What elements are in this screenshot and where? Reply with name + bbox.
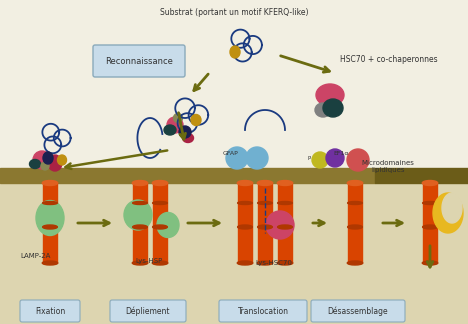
Bar <box>153 183 167 263</box>
Text: Reconnaissance: Reconnaissance <box>105 56 173 65</box>
Polygon shape <box>433 193 463 233</box>
Ellipse shape <box>42 180 58 186</box>
Ellipse shape <box>347 261 363 265</box>
Ellipse shape <box>152 180 168 186</box>
Ellipse shape <box>42 261 58 265</box>
Ellipse shape <box>312 152 328 168</box>
Ellipse shape <box>33 151 51 169</box>
Ellipse shape <box>174 113 183 122</box>
Ellipse shape <box>43 202 58 204</box>
Ellipse shape <box>132 202 147 204</box>
Ellipse shape <box>124 200 152 230</box>
Text: Translocation: Translocation <box>237 307 288 316</box>
Text: P: P <box>307 156 310 161</box>
Ellipse shape <box>257 180 273 186</box>
Ellipse shape <box>132 261 148 265</box>
Ellipse shape <box>278 261 292 265</box>
Ellipse shape <box>152 261 168 265</box>
Ellipse shape <box>43 225 58 229</box>
Ellipse shape <box>258 202 272 204</box>
Ellipse shape <box>278 180 292 186</box>
Ellipse shape <box>246 147 268 169</box>
FancyBboxPatch shape <box>311 300 405 322</box>
Bar <box>423 183 437 263</box>
Ellipse shape <box>237 261 253 265</box>
Ellipse shape <box>422 261 438 265</box>
Ellipse shape <box>157 213 179 237</box>
Ellipse shape <box>183 133 193 143</box>
Ellipse shape <box>153 225 168 229</box>
Ellipse shape <box>132 225 147 229</box>
Ellipse shape <box>266 211 294 239</box>
Text: Microdomaines
lipidiques: Microdomaines lipidiques <box>362 160 415 173</box>
FancyBboxPatch shape <box>110 300 186 322</box>
Bar <box>0 183 468 324</box>
Text: Substrat (portant un motif KFERQ-like): Substrat (portant un motif KFERQ-like) <box>160 8 308 17</box>
Ellipse shape <box>238 202 252 204</box>
Ellipse shape <box>36 201 64 236</box>
Text: Fixation: Fixation <box>35 307 65 316</box>
Bar <box>238 183 252 263</box>
Polygon shape <box>442 193 462 223</box>
Ellipse shape <box>132 180 148 186</box>
Ellipse shape <box>423 202 438 204</box>
Ellipse shape <box>257 261 273 265</box>
Ellipse shape <box>422 180 438 186</box>
Bar <box>43 183 57 263</box>
Ellipse shape <box>347 149 369 171</box>
Text: Lys-HSP: Lys-HSP <box>135 258 162 264</box>
Bar <box>348 183 362 263</box>
Text: Lys-HSC70: Lys-HSC70 <box>255 260 292 266</box>
Ellipse shape <box>348 202 362 204</box>
Ellipse shape <box>315 103 331 117</box>
Ellipse shape <box>230 46 240 58</box>
Ellipse shape <box>326 149 344 167</box>
Ellipse shape <box>278 225 292 229</box>
Ellipse shape <box>348 225 362 229</box>
Text: GFAP: GFAP <box>223 151 239 156</box>
Ellipse shape <box>323 99 343 117</box>
Ellipse shape <box>238 225 252 229</box>
Ellipse shape <box>58 155 66 165</box>
Bar <box>375 168 468 183</box>
Ellipse shape <box>226 147 248 169</box>
Bar <box>133 183 147 263</box>
Ellipse shape <box>278 202 292 204</box>
Ellipse shape <box>48 155 62 171</box>
Ellipse shape <box>167 117 183 133</box>
Ellipse shape <box>347 180 363 186</box>
Ellipse shape <box>191 114 201 125</box>
FancyBboxPatch shape <box>20 300 80 322</box>
Ellipse shape <box>316 84 344 106</box>
Text: HSC70 + co-chaperonnes: HSC70 + co-chaperonnes <box>340 55 438 64</box>
Ellipse shape <box>423 225 438 229</box>
FancyBboxPatch shape <box>93 45 185 77</box>
Ellipse shape <box>29 159 41 168</box>
Ellipse shape <box>153 202 168 204</box>
Ellipse shape <box>41 162 49 170</box>
Ellipse shape <box>179 126 191 138</box>
Ellipse shape <box>237 180 253 186</box>
Ellipse shape <box>164 125 176 135</box>
FancyBboxPatch shape <box>219 300 307 322</box>
Text: LAMP-2A: LAMP-2A <box>20 253 51 259</box>
Text: Désassemblage: Désassemblage <box>328 306 388 316</box>
Bar <box>278 183 292 263</box>
Bar <box>258 183 272 263</box>
Text: Dépliement: Dépliement <box>126 306 170 316</box>
Ellipse shape <box>258 225 272 229</box>
Ellipse shape <box>43 152 53 164</box>
Bar <box>0 168 375 183</box>
Text: EF1α: EF1α <box>333 151 349 156</box>
